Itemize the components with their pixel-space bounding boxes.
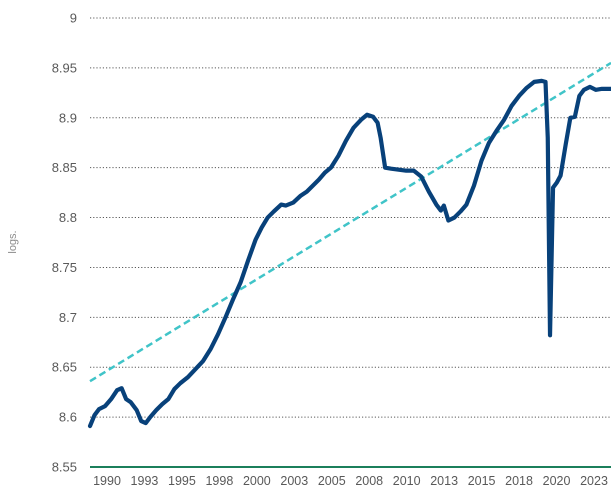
trend-line-series (89, 61, 611, 383)
x-tick-label: 2010 (393, 474, 421, 488)
x-tick-label: 1990 (93, 474, 121, 488)
x-tick-label: 2013 (430, 474, 458, 488)
y-axis-ticks: 9 8.95 8.9 8.85 8.8 8.75 8.7 8.65 8.6 8.55 (52, 11, 77, 475)
x-tick-label: 1993 (131, 474, 159, 488)
y-tick-label: 8.65 (52, 360, 77, 375)
x-tick-label: 2003 (280, 474, 308, 488)
x-tick-label: 2000 (243, 474, 271, 488)
y-tick-label: 8.75 (52, 260, 77, 275)
x-tick-label: 2020 (543, 474, 571, 488)
main-line-series (87, 78, 611, 429)
y-tick-label: 8.6 (59, 410, 77, 425)
x-axis-ticks: 1990 1993 1995 1998 2000 2003 2005 2008 2010 2013… (93, 474, 608, 488)
y-tick-label: 8.7 (59, 310, 77, 325)
x-tick-label: 2023 (580, 474, 608, 488)
x-tick-label: 2018 (505, 474, 533, 488)
y-tick-label: 8.55 (52, 460, 77, 475)
gridlines (90, 17, 611, 418)
x-tick-label: 2008 (355, 474, 383, 488)
y-tick-label: 8.85 (52, 160, 77, 175)
x-tick-label: 2005 (318, 474, 346, 488)
y-tick-label: 8.8 (59, 210, 77, 225)
x-tick-label: 2015 (468, 474, 496, 488)
y-tick-label: 8.9 (59, 110, 77, 125)
series-lines (87, 61, 611, 429)
y-tick-label: 8.95 (52, 60, 77, 75)
y-tick-label: 9 (70, 11, 77, 26)
x-tick-label: 1995 (168, 474, 196, 488)
y-axis-label: logs. (7, 230, 19, 253)
x-tick-label: 1998 (205, 474, 233, 488)
